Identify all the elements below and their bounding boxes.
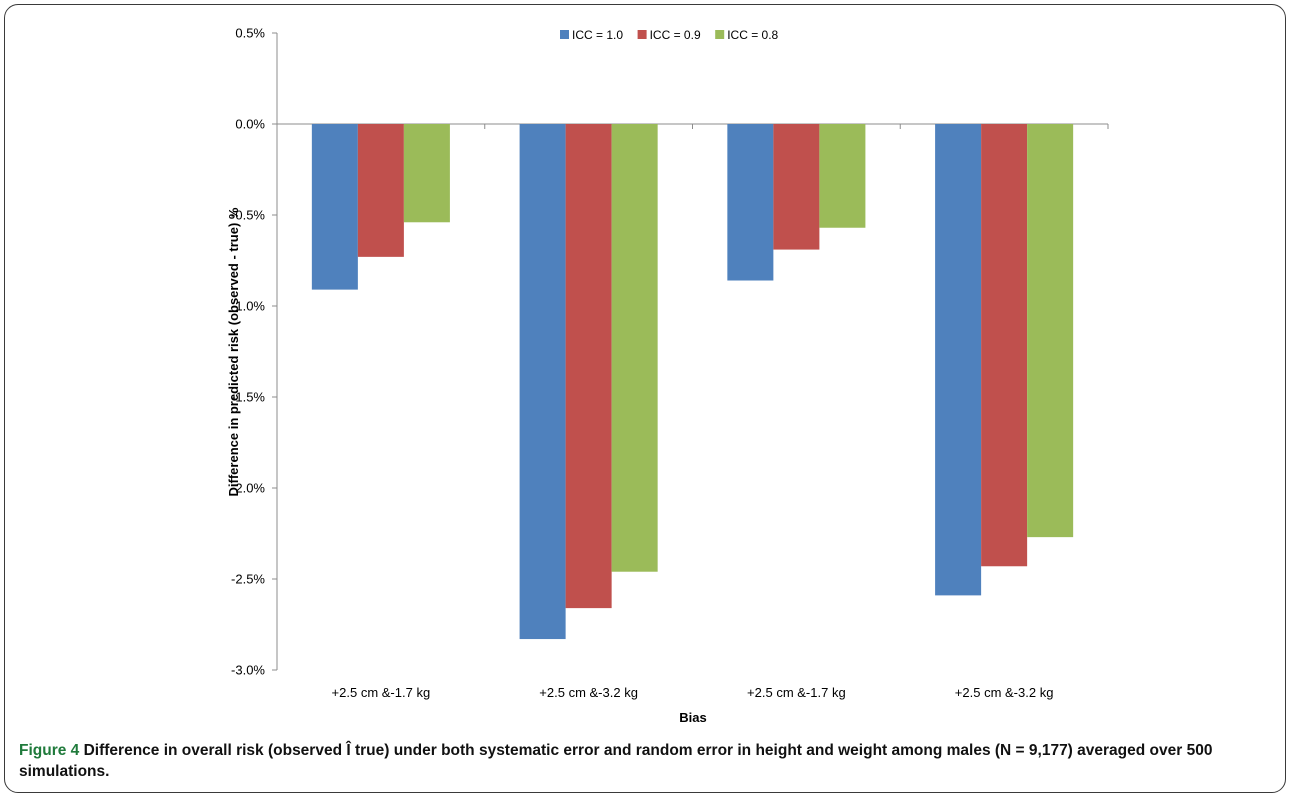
- legend-swatch: [560, 30, 569, 39]
- bar: [819, 124, 866, 228]
- x-axis-title: Bias: [679, 710, 706, 725]
- bar: [403, 124, 450, 223]
- bar: [611, 124, 658, 572]
- bar: [519, 124, 566, 640]
- bar: [565, 124, 612, 609]
- legend-swatch: [637, 30, 647, 39]
- bar: [1027, 124, 1074, 538]
- y-tick-label: 0.5%: [235, 26, 265, 41]
- bar: [311, 124, 358, 290]
- y-tick-label: 0.0%: [235, 117, 265, 132]
- figure-caption-text: Difference in overall risk (observed Î t…: [19, 742, 1213, 780]
- bar: [357, 124, 404, 257]
- y-tick-label: -1.5%: [231, 390, 265, 405]
- bar: [935, 124, 982, 596]
- y-tick-label: -1.0%: [231, 299, 265, 314]
- legend-label: ICC = 0.9: [650, 28, 701, 42]
- legend-label: ICC = 0.8: [727, 28, 778, 42]
- bar: [981, 124, 1028, 567]
- figure-label: Figure 4: [19, 742, 80, 759]
- figure-caption: Figure 4 Difference in overall risk (obs…: [19, 740, 1274, 782]
- bar: [773, 124, 820, 250]
- bar-chart: Difference in predicted risk (observed -…: [226, 26, 1109, 725]
- x-tick-label: +2.5 cm &-1.7 kg: [747, 685, 846, 700]
- x-tick-label: +2.5 cm &-1.7 kg: [332, 685, 431, 700]
- y-tick-label: -2.0%: [231, 481, 265, 496]
- y-axis-title: Difference in predicted risk (observed -…: [226, 207, 241, 496]
- legend-label: ICC = 1.0: [572, 28, 623, 42]
- y-tick-label: -3.0%: [231, 663, 265, 678]
- y-tick-label: -2.5%: [231, 572, 265, 587]
- legend-swatch: [715, 30, 725, 39]
- x-tick-label: +2.5 cm &-3.2 kg: [539, 685, 638, 700]
- y-tick-label: -0.5%: [231, 208, 265, 223]
- x-tick-label: +2.5 cm &-3.2 kg: [955, 685, 1054, 700]
- bar: [727, 124, 774, 281]
